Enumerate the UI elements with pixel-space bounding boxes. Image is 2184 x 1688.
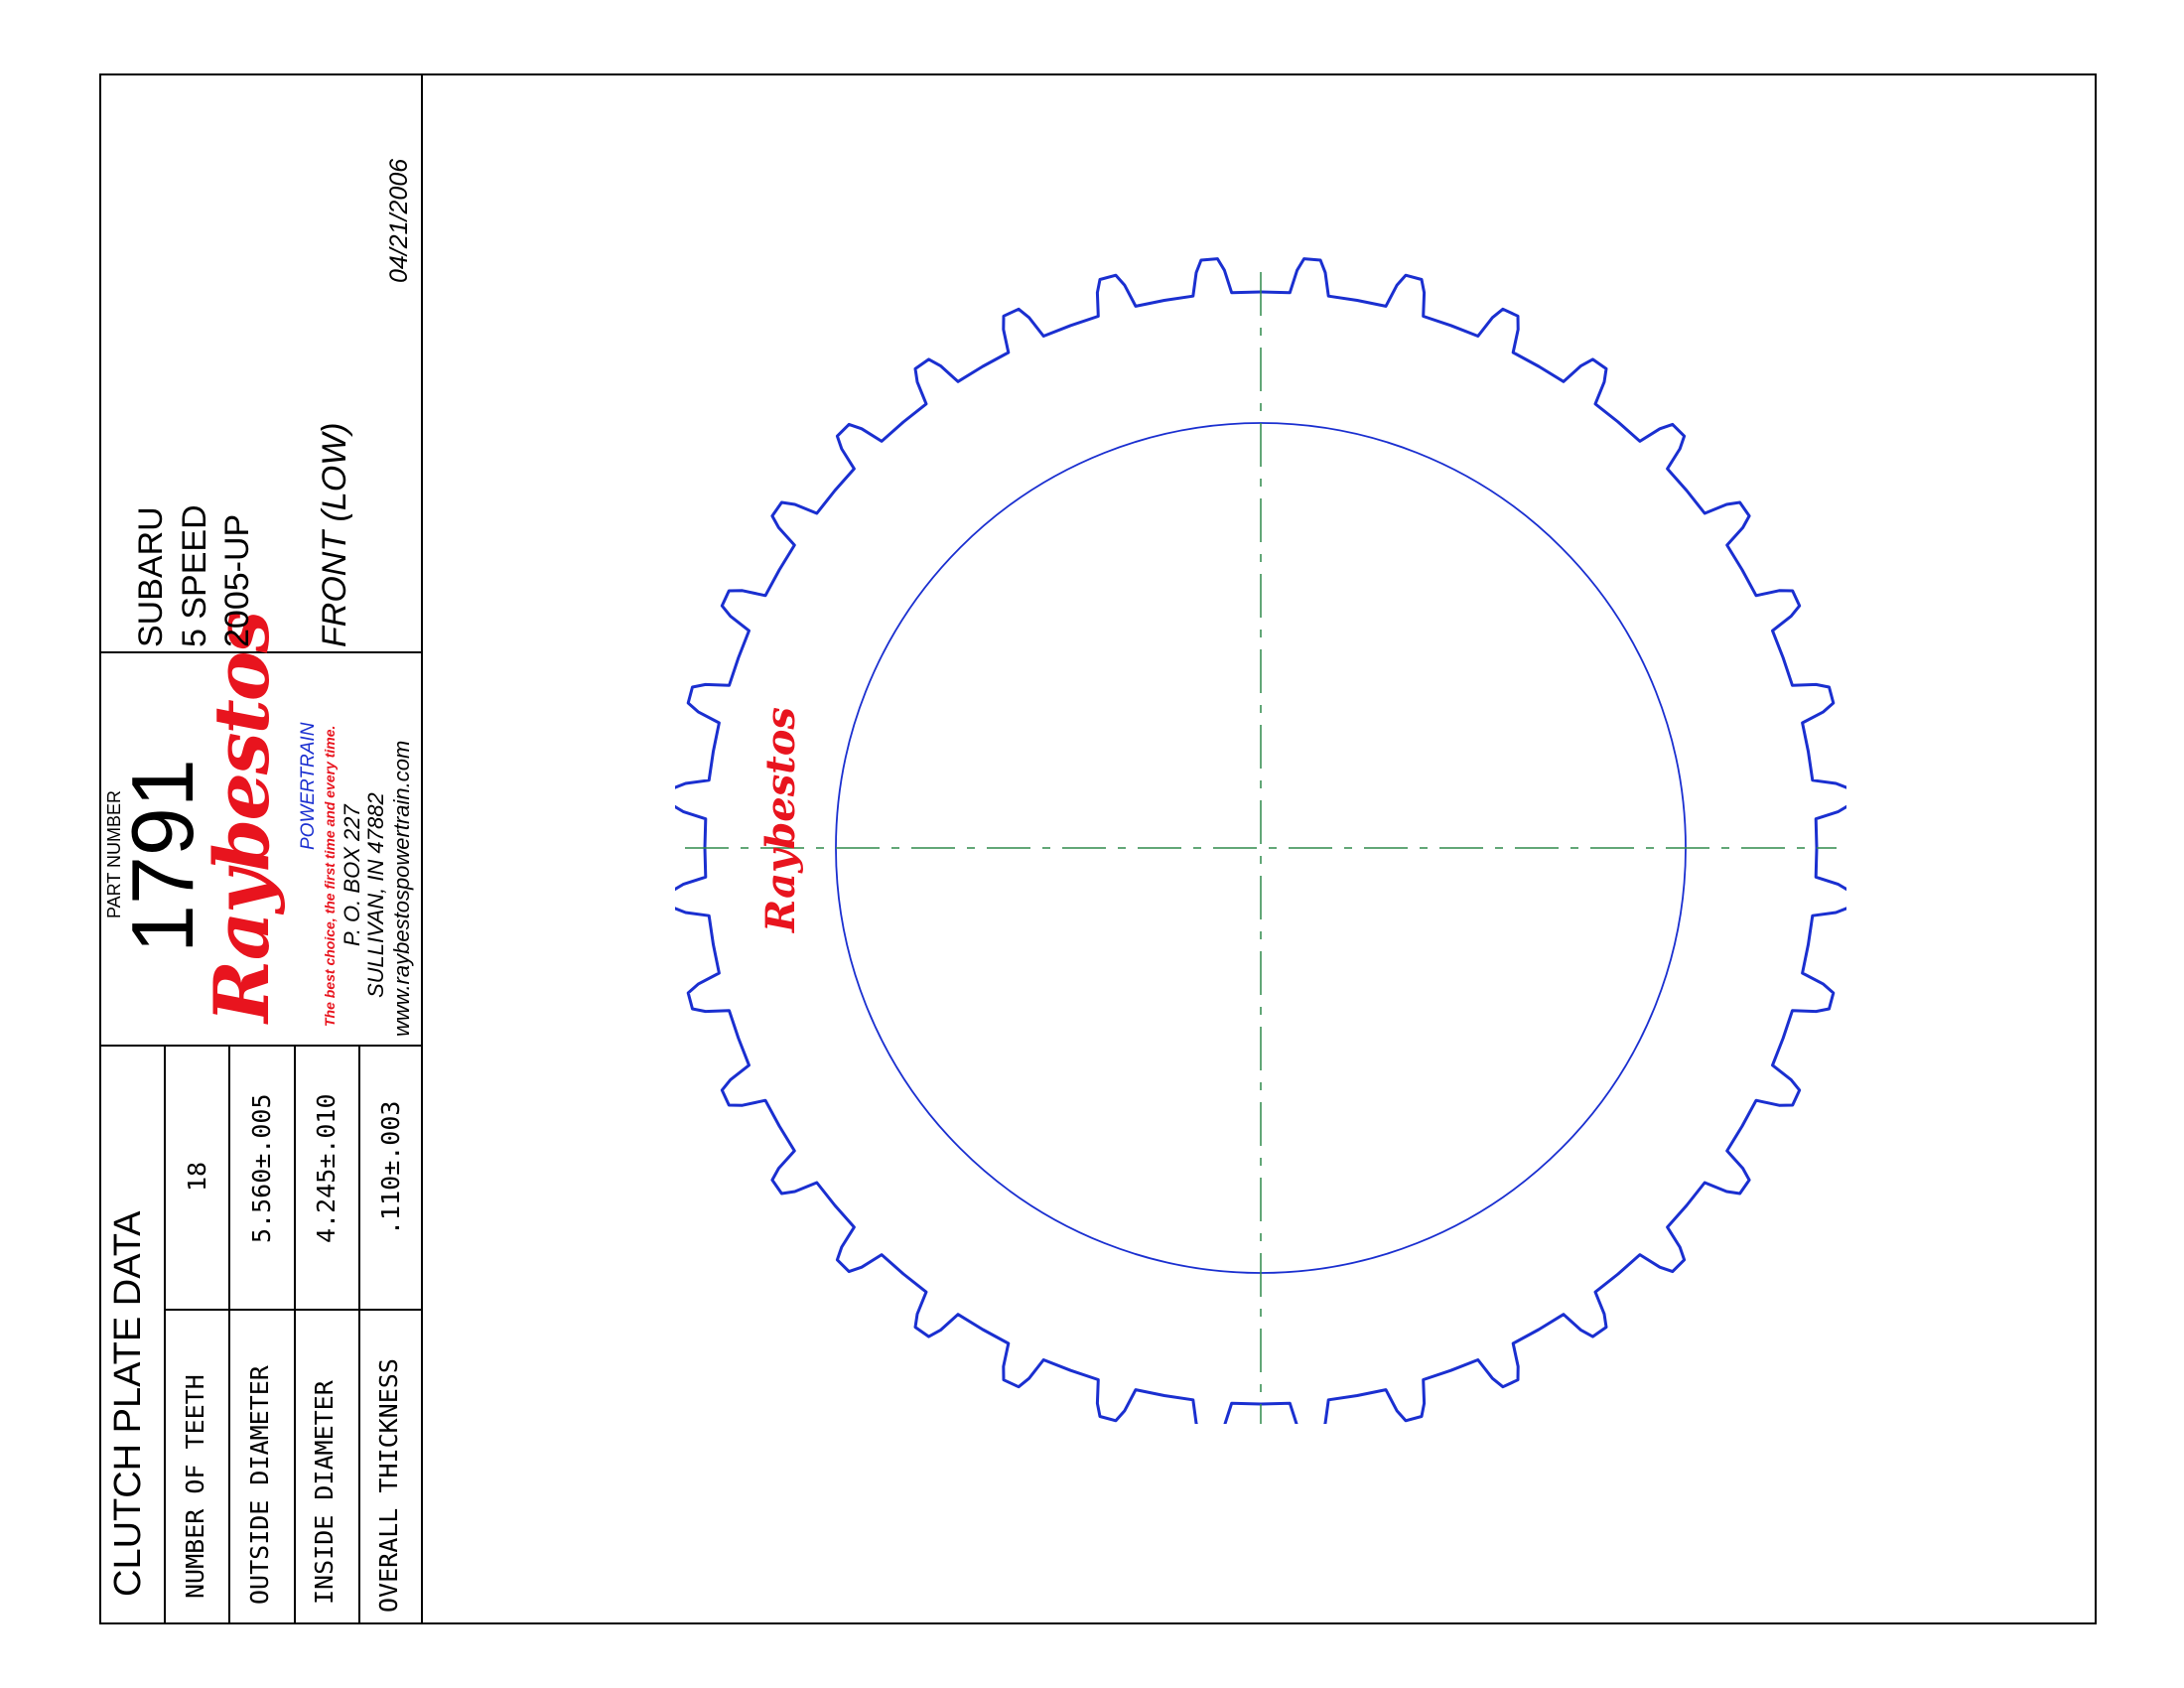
vehicle-years: 2005-UP [218, 513, 256, 647]
table-row-value: 5.560±.005 [247, 1093, 276, 1243]
table-col-line [228, 1045, 230, 1624]
table-title: CLUTCH PLATE DATA [107, 1210, 149, 1598]
table-row-value: 18 [183, 1161, 211, 1192]
table-row-value: .110±.003 [376, 1100, 405, 1235]
table-row-value: 4.245±.010 [312, 1093, 341, 1243]
title-block-divider [421, 73, 423, 1624]
website: www.raybestospowertrain.com [389, 740, 414, 1037]
table-label-value-line [164, 1309, 423, 1311]
table-col-line [358, 1045, 360, 1624]
vehicle-position: FRONT (LOW) [316, 422, 353, 647]
logo-tagline: The best choice, the first time and ever… [322, 725, 338, 1027]
vehicle-make: SUBARU [132, 506, 170, 647]
address-line-2: SULLIVAN, IN 47882 [363, 792, 388, 998]
table-row-label: OVERALL THICKNESS [374, 1358, 403, 1613]
part-vehicle-divider [99, 651, 295, 653]
part-number: 1791 [113, 759, 211, 953]
logo-division: POWERTRAIN [298, 722, 319, 850]
table-top-line [99, 1045, 423, 1047]
drawing-date: 04/21/2006 [385, 158, 413, 283]
table-col-line [164, 1045, 166, 1624]
drawing-border [99, 73, 2097, 1624]
address-line-1: P. O. BOX 227 [340, 804, 364, 946]
logo-vehicle-divider [295, 651, 423, 653]
clutch-plate-drawing: Raybestos [675, 257, 1846, 1424]
table-row-label: NUMBER OF TEETH [181, 1374, 209, 1599]
vehicle-transmission: 5 SPEED [176, 504, 213, 647]
raybestos-logo: Raybestos [198, 612, 286, 1023]
table-col-line [294, 1045, 296, 1624]
table-row-label: OUTSIDE DIAMETER [245, 1365, 274, 1605]
plate-watermark-logo: Raybestos [757, 707, 804, 933]
table-row-label: INSIDE DIAMETER [310, 1380, 339, 1605]
